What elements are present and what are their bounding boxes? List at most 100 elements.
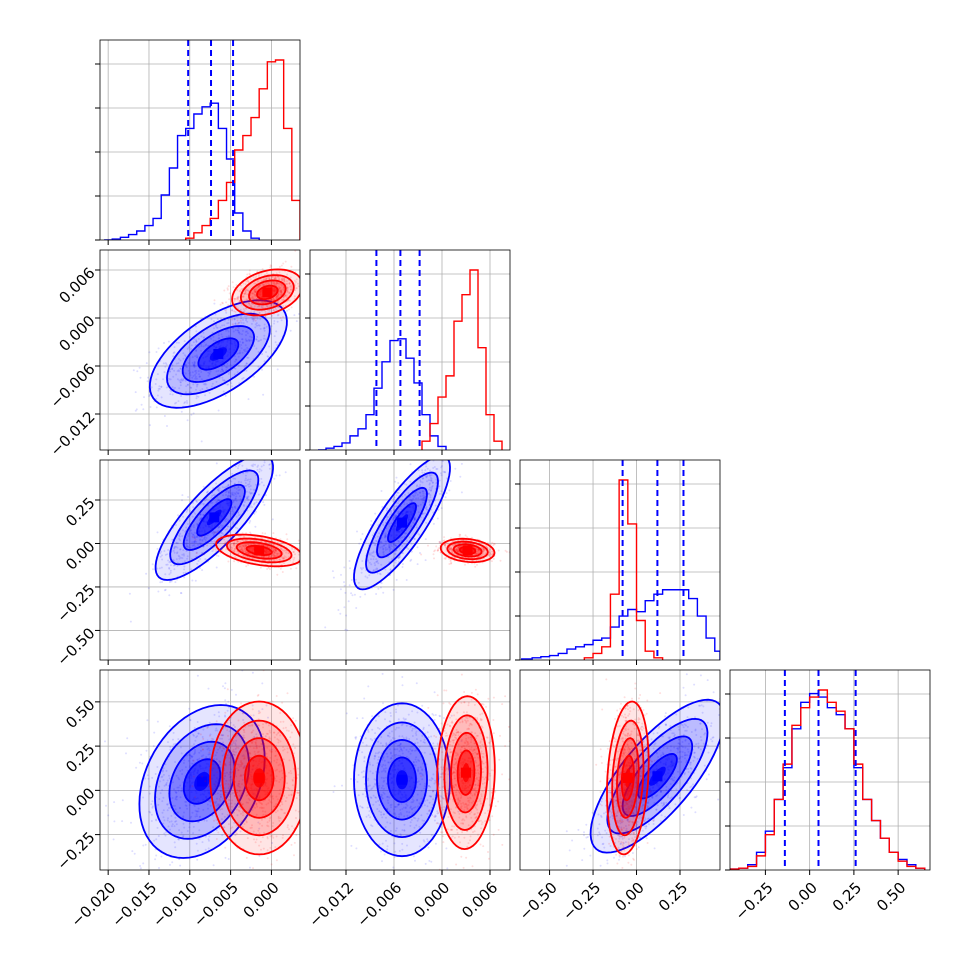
scatter-point-red — [245, 565, 247, 567]
scatter-point-blue — [350, 592, 352, 594]
scatter-point-red — [206, 545, 208, 547]
scatter-point-red — [448, 563, 450, 565]
scatter-point-red — [249, 532, 251, 534]
scatter-point-blue — [440, 453, 442, 455]
scatter-point-red — [301, 542, 303, 544]
scatter-point-blue — [201, 440, 203, 442]
scatter-point-blue — [445, 496, 447, 498]
scatter-point-red — [298, 540, 300, 542]
scatter-point-blue — [126, 737, 128, 739]
scatter-point-blue — [143, 396, 145, 398]
scatter-point-red — [427, 545, 429, 547]
scatter-point-blue — [180, 592, 182, 594]
scatter-point-blue — [456, 456, 458, 458]
scatter-point-blue — [418, 458, 420, 460]
scatter-point-red — [201, 536, 203, 538]
scatter-point-blue — [265, 447, 267, 449]
scatter-point-blue — [434, 453, 436, 455]
scatter-point-blue — [125, 752, 127, 754]
scatter-point-blue — [351, 579, 353, 581]
scatter-point-blue — [380, 587, 382, 589]
scatter-point-blue — [443, 422, 445, 424]
peak-marker-red — [262, 287, 272, 297]
scatter-point-red — [196, 552, 198, 554]
scatter-point-blue — [410, 559, 412, 561]
scatter-point-blue — [148, 587, 150, 589]
scatter-point-red — [246, 274, 248, 276]
scatter-point-blue — [262, 452, 264, 454]
scatter-point-red — [450, 560, 452, 562]
scatter-point-blue — [158, 867, 160, 869]
histogram-panel-2 — [520, 460, 720, 660]
scatter-point-blue — [140, 867, 142, 869]
scatter-point-blue — [130, 621, 132, 623]
scatter-point-blue — [191, 580, 193, 582]
scatter-point-red — [302, 559, 304, 561]
scatter-point-blue — [256, 436, 258, 438]
scatter-point-blue — [225, 395, 227, 397]
scatter-point-blue — [107, 814, 109, 816]
scatter-point-red — [435, 545, 437, 547]
scatter-point-red — [228, 285, 230, 287]
scatter-point-blue — [450, 480, 452, 482]
scatter-point-blue — [136, 370, 138, 372]
scatter-point-red — [305, 297, 307, 299]
scatter-point-red — [223, 290, 225, 292]
scatter-point-red — [212, 324, 214, 326]
scatter-point-blue — [113, 801, 115, 803]
scatter-point-blue — [333, 577, 335, 579]
scatter-point-blue — [171, 861, 173, 863]
scatter-point-red — [210, 545, 212, 547]
scatter-point-red — [235, 314, 237, 316]
scatter-point-red — [212, 547, 214, 549]
scatter-point-red — [231, 310, 233, 312]
scatter-point-blue — [160, 856, 162, 858]
scatter-point-red — [420, 554, 422, 556]
scatter-point-red — [260, 567, 262, 569]
scatter-point-blue — [410, 463, 412, 465]
scatter-point-blue — [250, 455, 252, 457]
scatter-point-red — [286, 538, 288, 540]
scatter-point-red — [308, 553, 310, 555]
scatter-point-red — [474, 566, 476, 568]
scatter-point-red — [282, 316, 284, 318]
scatter-point-blue — [113, 838, 115, 840]
scatter-point-red — [321, 276, 323, 278]
scatter-point-blue — [421, 457, 423, 459]
scatter-point-blue — [454, 446, 456, 448]
scatter-point-blue — [187, 419, 189, 421]
scatter-point-blue — [362, 533, 364, 535]
scatter-point-blue — [183, 576, 185, 578]
scatter-point-blue — [294, 427, 296, 429]
scatter-point-blue — [201, 569, 203, 571]
scatter-point-blue — [224, 687, 226, 689]
scatter-point-blue — [135, 767, 137, 769]
scatter-point-red — [278, 314, 280, 316]
scatter-point-blue — [446, 492, 448, 494]
scatter-point-red — [271, 315, 273, 317]
scatter-point-blue — [176, 873, 178, 875]
scatter-point-red — [464, 564, 466, 566]
scatter-point-blue — [381, 490, 383, 492]
scatter-point-blue — [374, 513, 376, 515]
scatter-point-blue — [421, 452, 423, 454]
scatter-point-red — [228, 298, 230, 300]
scatter-point-red — [304, 291, 306, 293]
scatter-point-blue — [196, 859, 198, 861]
scatter-point-blue — [134, 853, 136, 855]
scatter-point-blue — [287, 448, 289, 450]
scatter-point-blue — [157, 531, 159, 533]
scatter-point-blue — [121, 820, 123, 822]
scatter-point-blue — [113, 820, 115, 822]
scatter-point-red — [229, 292, 231, 294]
scatter-point-red — [307, 559, 309, 561]
scatter-point-blue — [343, 581, 345, 583]
scatter-point-blue — [153, 745, 155, 747]
scatter-point-blue — [181, 499, 183, 501]
scatter-point-blue — [349, 584, 351, 586]
scatter-point-red — [192, 536, 194, 538]
scatter-point-blue — [145, 844, 147, 846]
scatter-point-red — [216, 531, 218, 533]
scatter-point-blue — [349, 560, 351, 562]
